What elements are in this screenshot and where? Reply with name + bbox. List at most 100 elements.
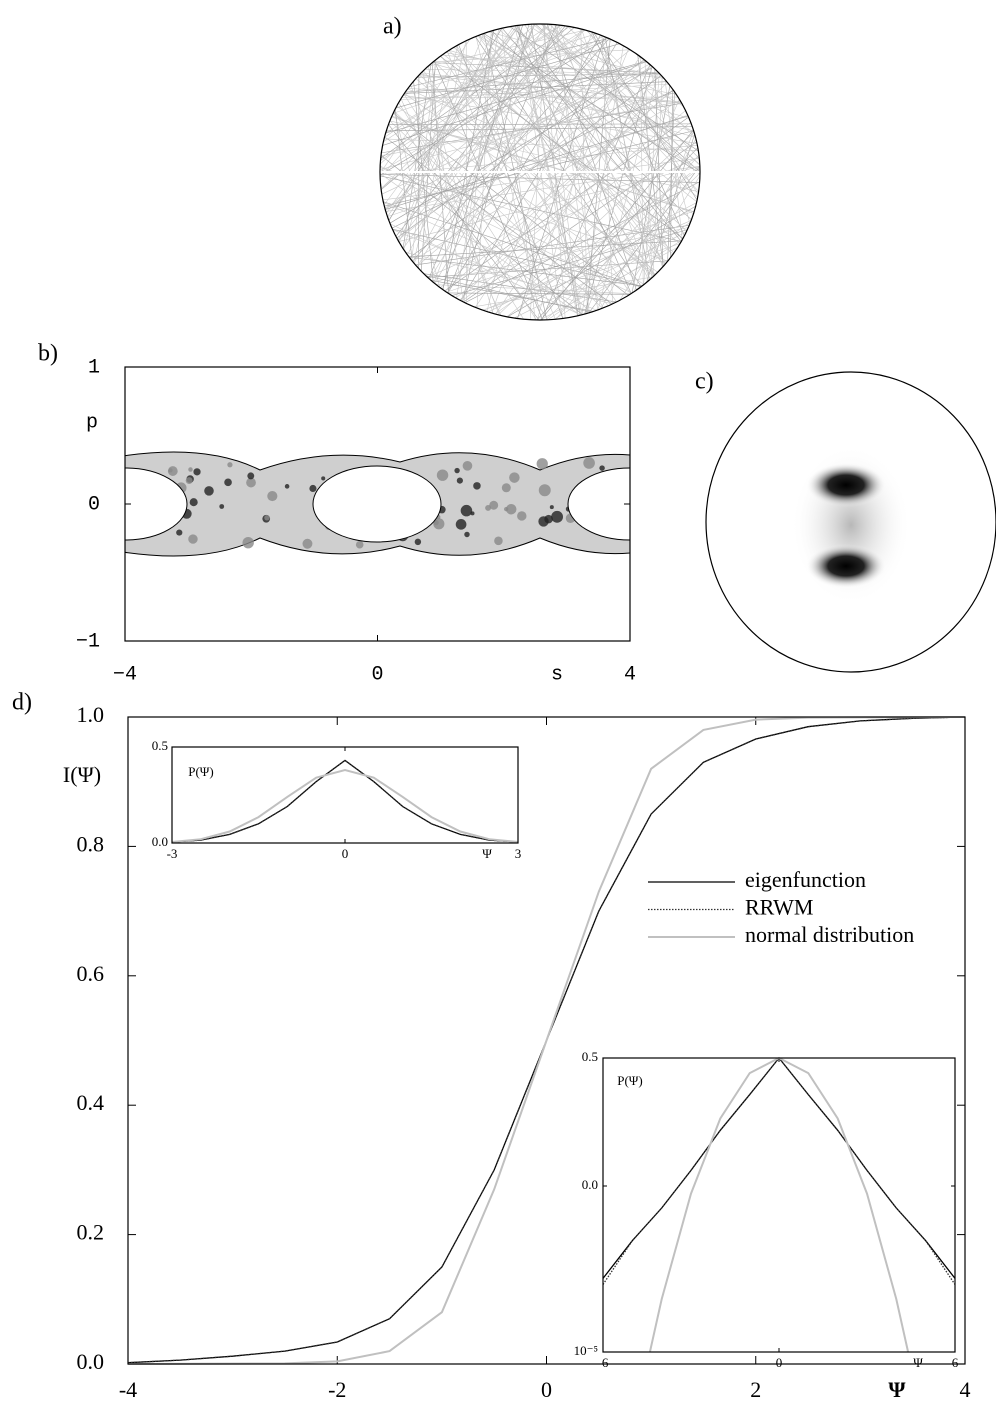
decor <box>380 173 581 316</box>
decor <box>389 120 699 192</box>
decor <box>644 60 653 278</box>
decor <box>404 81 667 94</box>
panel-label: d) <box>12 690 32 716</box>
decor <box>547 221 691 320</box>
inset-background <box>172 747 518 843</box>
decor <box>567 25 700 159</box>
decor <box>384 24 551 138</box>
decor <box>502 27 682 242</box>
x-tick-label: 0 <box>776 1355 783 1370</box>
decor <box>413 40 467 263</box>
legend-label: normal distribution <box>745 922 914 947</box>
x-tick-label: 3 <box>515 846 522 861</box>
decor <box>384 138 699 152</box>
decor <box>540 129 694 320</box>
x-tick-label: -3 <box>167 846 178 861</box>
y-tick-label: 0.0 <box>77 1349 105 1374</box>
decor <box>355 540 364 549</box>
decor <box>430 279 594 312</box>
x-axis-label: Ψ <box>888 1377 906 1402</box>
decor <box>446 210 695 293</box>
decor <box>284 484 290 489</box>
inset-background <box>603 1058 955 1352</box>
decor <box>550 24 673 256</box>
decor <box>436 284 632 294</box>
decor <box>385 165 700 212</box>
x-axis-label: Ψ <box>913 1355 923 1370</box>
chart: -4 -2 0 2 40.00.20.40.60.81.0ΨI(Ψ)eigenfunct… <box>63 702 971 1402</box>
decor <box>204 486 214 496</box>
decor <box>640 56 644 286</box>
x-tick-label: -4 <box>119 1377 137 1402</box>
decor <box>546 24 637 291</box>
decor <box>384 130 694 207</box>
decor <box>549 24 700 166</box>
y-tick-label: 1 <box>88 356 100 379</box>
decor <box>409 75 662 258</box>
decor <box>380 165 641 288</box>
decor <box>444 89 674 292</box>
decor <box>383 25 562 143</box>
chart: −4 0 4 −1 0 1 s p <box>76 356 636 686</box>
decor <box>538 484 551 497</box>
decor <box>416 24 560 268</box>
decor <box>454 467 460 474</box>
decor <box>448 50 674 255</box>
decor <box>411 59 437 261</box>
decor <box>382 61 647 146</box>
y-axis-label: p <box>86 411 98 434</box>
decor <box>514 25 632 294</box>
decor <box>459 81 668 301</box>
decor <box>246 477 256 488</box>
decor <box>394 108 413 262</box>
y-tick-label: 0.0 <box>152 834 168 849</box>
decor <box>386 126 693 132</box>
x-tick-label: 0 <box>371 663 383 686</box>
x-tick-label: 4 <box>624 663 636 686</box>
decor <box>482 243 681 311</box>
decor <box>420 59 436 272</box>
decor <box>388 124 540 320</box>
decor <box>380 37 609 176</box>
husimi-contour <box>125 451 630 557</box>
decor <box>654 68 664 267</box>
decor <box>422 71 494 314</box>
decor <box>495 72 659 315</box>
decor <box>442 24 523 290</box>
y-axis-label: P(Ψ) <box>617 1073 642 1088</box>
decor <box>434 60 544 320</box>
decor <box>517 511 527 521</box>
decor <box>475 36 542 320</box>
decor <box>433 49 631 63</box>
plot-frame <box>127 716 966 1365</box>
decor <box>392 229 598 311</box>
decor <box>514 25 583 315</box>
decor <box>391 115 695 213</box>
decor <box>557 24 650 280</box>
y-tick-label: 0.6 <box>77 961 105 986</box>
y-tick-label: 0.4 <box>77 1090 105 1115</box>
decor <box>478 35 687 232</box>
y-tick-label: 0.0 <box>582 1177 598 1192</box>
decor <box>464 531 470 538</box>
data-line <box>171 759 519 843</box>
decor <box>516 25 683 240</box>
x-tick-label: 6 <box>952 1355 959 1370</box>
decor <box>389 66 653 224</box>
plot-frame <box>171 746 519 844</box>
decor <box>396 105 645 285</box>
decor <box>387 25 520 217</box>
x-tick-label: −4 <box>113 663 137 686</box>
decor <box>462 460 473 471</box>
data-line <box>602 1056 956 1285</box>
decor <box>489 500 499 510</box>
decor <box>447 292 631 295</box>
decor <box>385 115 689 210</box>
x-axis-label: Ψ <box>482 846 492 861</box>
decor <box>549 505 554 510</box>
decor <box>442 30 495 290</box>
decor <box>806 544 886 588</box>
decor <box>428 65 464 302</box>
decor <box>540 24 684 107</box>
